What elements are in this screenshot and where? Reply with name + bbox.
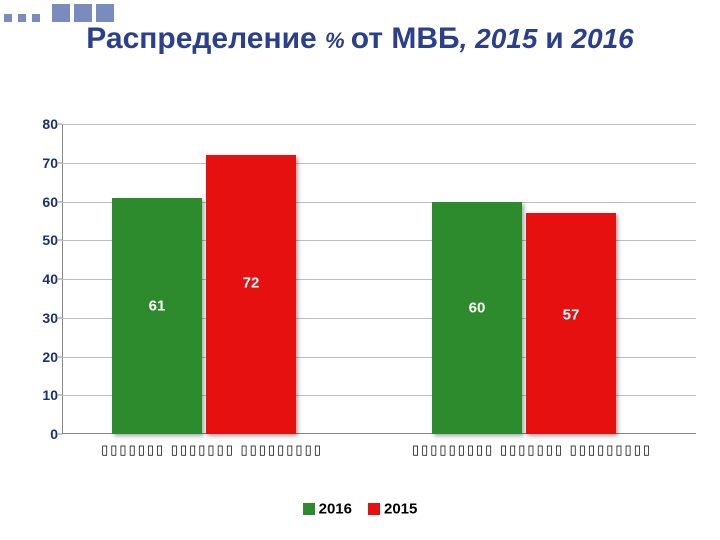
- y-tick-mark: [58, 395, 62, 396]
- bar-value-label: 57: [526, 306, 616, 323]
- legend-item: 2015: [368, 500, 417, 518]
- title-part: 2016: [564, 23, 634, 54]
- decoration-square: [4, 14, 12, 22]
- bar: 72: [206, 155, 296, 434]
- decoration-square: [52, 4, 70, 22]
- decoration-square: [96, 4, 114, 22]
- y-tick-mark: [58, 162, 62, 163]
- bar-chart: 010203040506070806172▯▯▯▯▯▯▯ ▯▯▯▯▯▯▯ ▯▯▯…: [24, 124, 696, 464]
- y-tick-label: 50: [24, 232, 58, 248]
- legend-item: 2016: [303, 500, 352, 518]
- x-category-label: ▯▯▯▯▯▯▯▯▯ ▯▯▯▯▯▯▯ ▯▯▯▯▯▯▯▯▯: [392, 442, 672, 458]
- bar: 61: [112, 198, 202, 434]
- gridline: [62, 124, 696, 125]
- y-tick-mark: [58, 317, 62, 318]
- decoration-square: [74, 4, 92, 22]
- chart-legend: 2016 2015: [0, 500, 720, 518]
- legend-label: 2015: [384, 501, 417, 518]
- title-part: %: [325, 28, 351, 53]
- title-part: и: [545, 22, 563, 55]
- y-tick-mark: [58, 279, 62, 280]
- y-tick-label: 80: [24, 116, 58, 132]
- y-tick-label: 0: [24, 426, 58, 442]
- y-tick-label: 10: [24, 387, 58, 403]
- bar-value-label: 72: [206, 275, 296, 292]
- x-category-label: ▯▯▯▯▯▯▯ ▯▯▯▯▯▯▯ ▯▯▯▯▯▯▯▯▯: [72, 442, 352, 458]
- legend-swatch: [368, 503, 380, 515]
- bar-value-label: 61: [112, 298, 202, 315]
- y-tick-mark: [58, 434, 62, 435]
- legend-label: 2016: [319, 501, 352, 518]
- y-tick-label: 70: [24, 155, 58, 171]
- y-tick-label: 30: [24, 310, 58, 326]
- bar: 60: [432, 202, 522, 435]
- y-tick-mark: [58, 356, 62, 357]
- gridline: [62, 163, 696, 164]
- y-tick-mark: [58, 124, 62, 125]
- page-title: Распределение % от МВБ, 2015 и 2016: [0, 22, 720, 56]
- title-part: Распределение: [86, 22, 325, 55]
- y-tick-label: 40: [24, 271, 58, 287]
- y-tick-mark: [58, 240, 62, 241]
- y-tick-mark: [58, 201, 62, 202]
- bar: 57: [526, 213, 616, 434]
- y-tick-label: 60: [24, 194, 58, 210]
- decoration-square: [18, 14, 26, 22]
- title-part: , 2015: [460, 23, 546, 54]
- decoration-square: [32, 14, 40, 22]
- legend-swatch: [303, 503, 315, 515]
- y-tick-label: 20: [24, 349, 58, 365]
- bar-value-label: 60: [432, 300, 522, 317]
- title-part: от МВБ: [351, 22, 460, 55]
